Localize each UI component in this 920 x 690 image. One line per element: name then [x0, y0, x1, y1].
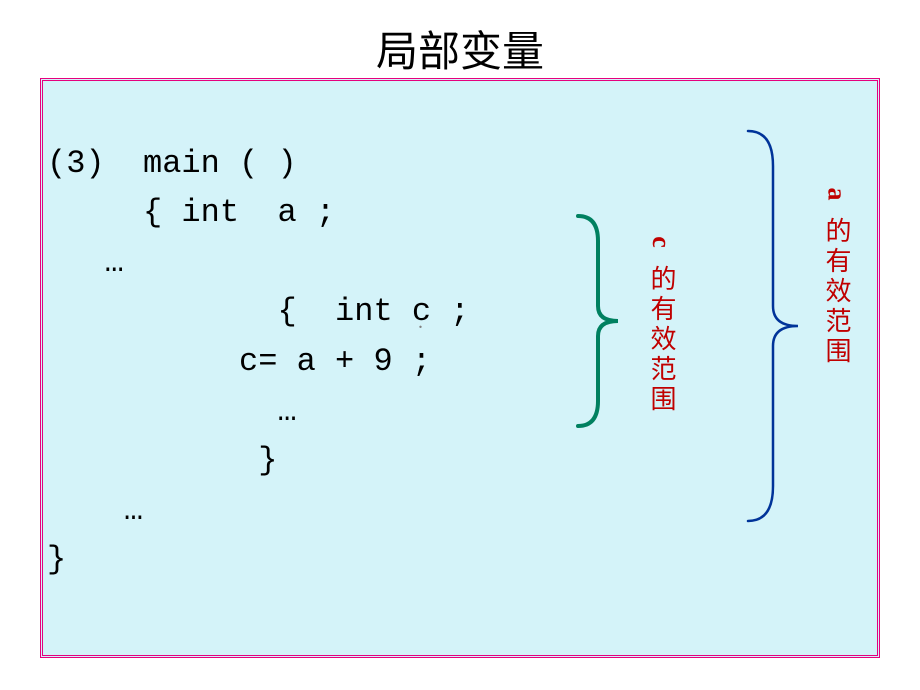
- code-line-7: }: [47, 442, 277, 479]
- page-title: 局部变量: [0, 0, 920, 79]
- code-box: (3) main ( ) { int a ; … { int c ; c= a …: [40, 78, 880, 658]
- dot-marker: .: [418, 311, 423, 334]
- code-line-5: c= a + 9 ;: [47, 343, 431, 380]
- code-line-2: { int a ;: [47, 194, 335, 231]
- label-c-var: c: [646, 236, 676, 252]
- code-line-6: …: [47, 393, 297, 430]
- label-c-scope: c 的有效范围: [643, 229, 680, 415]
- brace-inner: [573, 211, 623, 431]
- label-c-text: 的有效范围: [647, 265, 676, 415]
- label-a-scope: a 的有效范围: [818, 181, 855, 367]
- label-a-var: a: [821, 188, 851, 205]
- code-line-9: }: [47, 541, 66, 578]
- code-line-8: …: [47, 492, 143, 529]
- label-a-text: 的有效范围: [822, 217, 851, 367]
- code-line-1: (3) main ( ): [47, 145, 297, 182]
- code-line-4: { int c ;: [47, 293, 469, 330]
- brace-outer: [743, 126, 803, 526]
- code-line-3: …: [47, 244, 124, 281]
